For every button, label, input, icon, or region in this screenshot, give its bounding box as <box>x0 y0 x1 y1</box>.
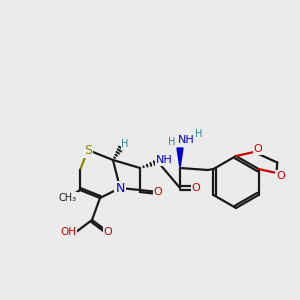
Text: S: S <box>84 143 92 157</box>
Text: O: O <box>254 144 262 154</box>
Text: O: O <box>192 183 200 193</box>
Text: O: O <box>103 227 112 237</box>
Text: H: H <box>195 129 203 139</box>
Text: OH: OH <box>60 227 76 237</box>
Text: NH: NH <box>178 135 194 145</box>
Text: H: H <box>168 137 176 147</box>
Text: CH₃: CH₃ <box>59 193 77 203</box>
Polygon shape <box>177 148 183 168</box>
Text: O: O <box>154 187 162 197</box>
Text: NH: NH <box>156 155 172 165</box>
Text: N: N <box>115 182 125 194</box>
Text: O: O <box>276 171 285 181</box>
Text: H: H <box>121 139 129 149</box>
